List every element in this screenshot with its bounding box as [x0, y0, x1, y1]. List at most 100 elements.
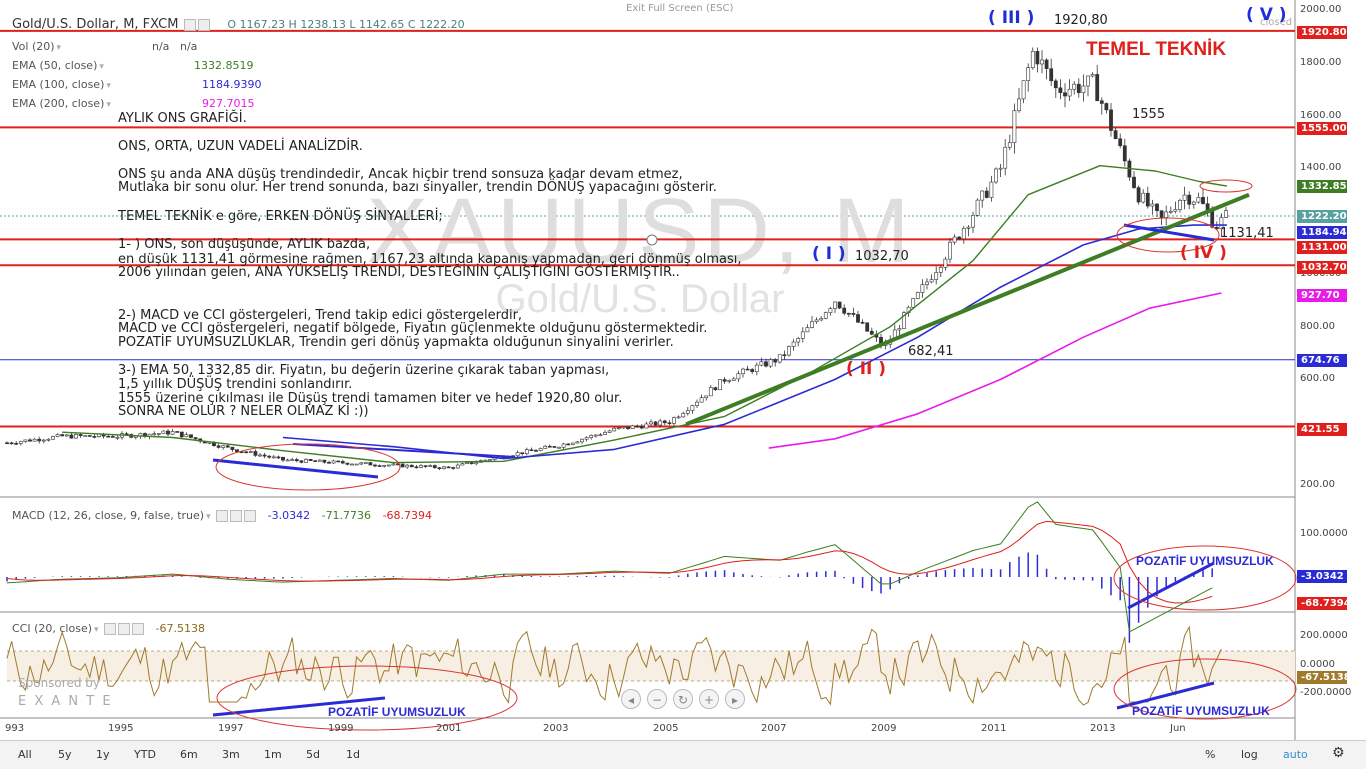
candle-body	[110, 436, 115, 438]
macd-settings-button[interactable]	[216, 510, 229, 522]
candle-body	[800, 331, 805, 339]
scroll-left-button[interactable]: ◂	[621, 689, 641, 709]
cci-hide-button[interactable]	[118, 623, 131, 635]
candle-body	[552, 446, 557, 448]
candle-body	[290, 459, 295, 461]
cci-remove-button[interactable]	[132, 623, 145, 635]
gear-icon[interactable]: ⚙	[1332, 745, 1345, 761]
zoom-in-button[interactable]: +	[699, 689, 719, 709]
scroll-right-button[interactable]: ▸	[725, 689, 745, 709]
candle-body	[363, 462, 368, 464]
indicator-legend-0: Vol (20) ▾ n/a n/a	[12, 40, 198, 53]
candle-body	[520, 452, 525, 455]
time-tick: 2011	[981, 723, 1007, 734]
time-tick: 1995	[108, 723, 134, 734]
analysis-line: 1555 üzerine çıkılması ile Düşüş trendi …	[118, 391, 623, 406]
macd-hide-button[interactable]	[230, 510, 243, 522]
annotation-ellipses[interactable]: POZATİF UYUMSUZLUK POZATİF UYUMSUZLUK POZA…	[215, 179, 1297, 731]
candle-body	[943, 258, 948, 268]
percent-toggle[interactable]: %	[1205, 748, 1216, 761]
candle-body	[271, 456, 276, 459]
cci-band	[7, 651, 1295, 681]
range-button-5y[interactable]: 5y	[58, 748, 72, 761]
candle-body	[515, 452, 520, 457]
candle-body	[400, 463, 405, 468]
symbol-title: Gold/U.S. Dollar, M, FXCM	[12, 17, 179, 32]
candle-body	[409, 464, 414, 468]
candle-body	[258, 454, 262, 457]
candle-body	[557, 446, 561, 449]
price-tick: 200.00	[1300, 479, 1335, 490]
candle-body	[929, 279, 934, 283]
range-button-6m[interactable]: 6m	[180, 748, 198, 761]
candle-body	[1187, 194, 1192, 205]
candle-body	[55, 434, 60, 437]
sponsor-block[interactable]: Sponsored by E X A N T E	[18, 676, 113, 709]
indicator-value: 1184.9390	[202, 78, 262, 91]
candle-body	[630, 425, 635, 429]
candle-body	[869, 330, 874, 335]
candle-body	[474, 462, 479, 465]
range-button-1y[interactable]: 1y	[96, 748, 110, 761]
candle-body	[23, 439, 28, 442]
candle-body	[621, 426, 626, 429]
divergence-label-cci-left: POZATİF UYUMSUZLUK	[328, 704, 466, 719]
trendlines[interactable]	[212, 192, 1250, 479]
candle-body	[704, 395, 709, 398]
candle-body	[994, 168, 998, 183]
candle-body	[584, 437, 589, 440]
candle-body	[635, 425, 640, 428]
wave-label-3: ( IV )	[1180, 243, 1227, 263]
range-button-all[interactable]: All	[18, 748, 32, 761]
analysis-line: 2006 yılından gelen, ANA YÜKSELİŞ TRENDİ…	[118, 265, 680, 280]
divergence-label-macd: POZATİF UYUMSUZLUK	[1136, 553, 1274, 568]
exit-fullscreen-button[interactable]: Exit Full Screen (ESC)	[626, 3, 734, 14]
candle-body	[253, 451, 258, 456]
indicator-value: 1332.8519	[194, 59, 254, 72]
wave-price-1: 682,41	[908, 344, 954, 359]
candle-body	[1224, 210, 1228, 218]
cci-settings-button[interactable]	[104, 623, 117, 635]
candle-body	[948, 241, 952, 260]
range-button-3m[interactable]: 3m	[222, 748, 240, 761]
zoom-out-button[interactable]: −	[647, 689, 667, 709]
indicator-legend-1: EMA (50, close) ▾ 1332.8519	[12, 59, 254, 72]
analysis-line: 1- ) ONS, son düşüşünde, AYLIK bazda,	[118, 237, 371, 252]
candle-body	[662, 420, 667, 424]
candle-body	[639, 425, 644, 429]
candle-body	[695, 401, 699, 406]
indicator-label: EMA (50, close)	[12, 59, 98, 72]
candle-body	[179, 431, 184, 438]
candle-body	[345, 462, 350, 465]
candle-body	[685, 410, 690, 414]
candle-body	[1003, 146, 1008, 169]
candle-body	[1017, 98, 1021, 112]
log-toggle[interactable]: log	[1241, 748, 1258, 761]
candle-body	[543, 445, 548, 449]
candle-body	[455, 464, 460, 469]
wave-price-0: 1032,70	[855, 249, 909, 264]
range-button-1m[interactable]: 1m	[264, 748, 282, 761]
candle-body	[1081, 85, 1086, 93]
candle-body	[980, 190, 985, 201]
range-button-5d[interactable]: 5d	[306, 748, 320, 761]
legend-hide-button[interactable]	[197, 19, 210, 31]
candle-body	[1173, 209, 1178, 212]
auto-toggle[interactable]: auto	[1283, 748, 1308, 761]
indicator-label: EMA (100, close)	[12, 78, 105, 91]
reset-zoom-button[interactable]: ↻	[673, 689, 693, 709]
candle-body	[1076, 83, 1081, 93]
range-button-ytd[interactable]: YTD	[134, 748, 156, 761]
candle-body	[1063, 92, 1067, 97]
candle-body	[1219, 217, 1224, 230]
legend-settings-button[interactable]	[183, 19, 196, 31]
wave-price-3: 1131,41	[1220, 226, 1274, 241]
candle-body	[175, 431, 180, 433]
candle-body	[699, 397, 704, 403]
candle-body	[1196, 197, 1201, 203]
range-button-1d[interactable]: 1d	[346, 748, 360, 761]
candle-body	[262, 454, 267, 457]
macd-remove-button[interactable]	[244, 510, 257, 522]
macd-tag-2: -68.7394	[1297, 597, 1351, 610]
